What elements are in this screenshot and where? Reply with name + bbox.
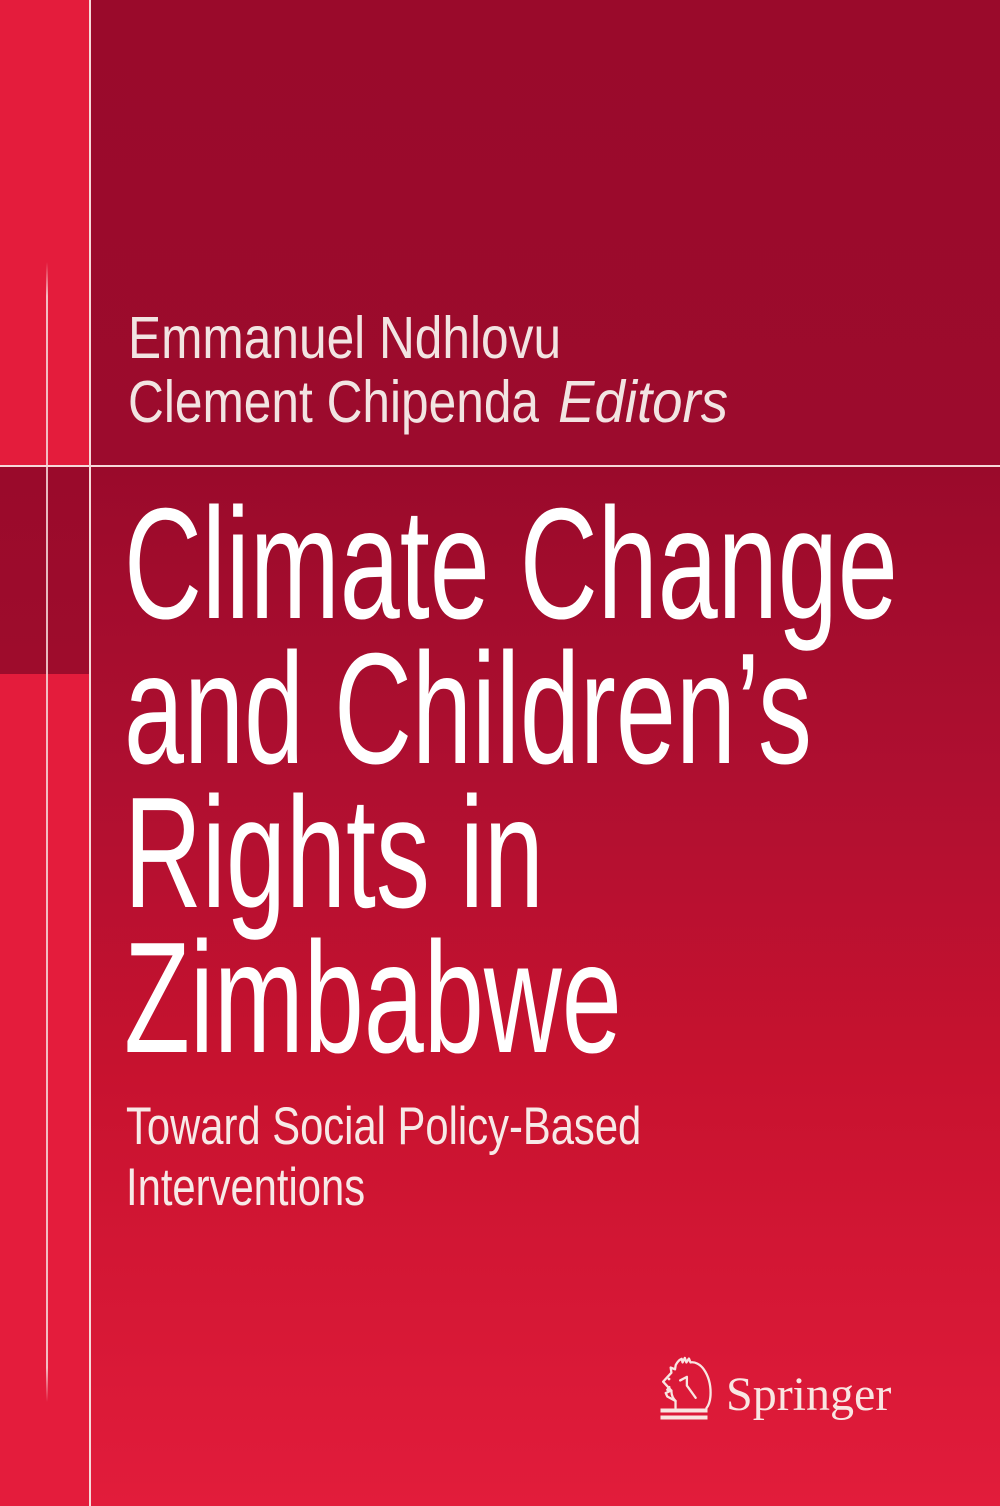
svg-text:Springer: Springer [726, 1368, 891, 1421]
